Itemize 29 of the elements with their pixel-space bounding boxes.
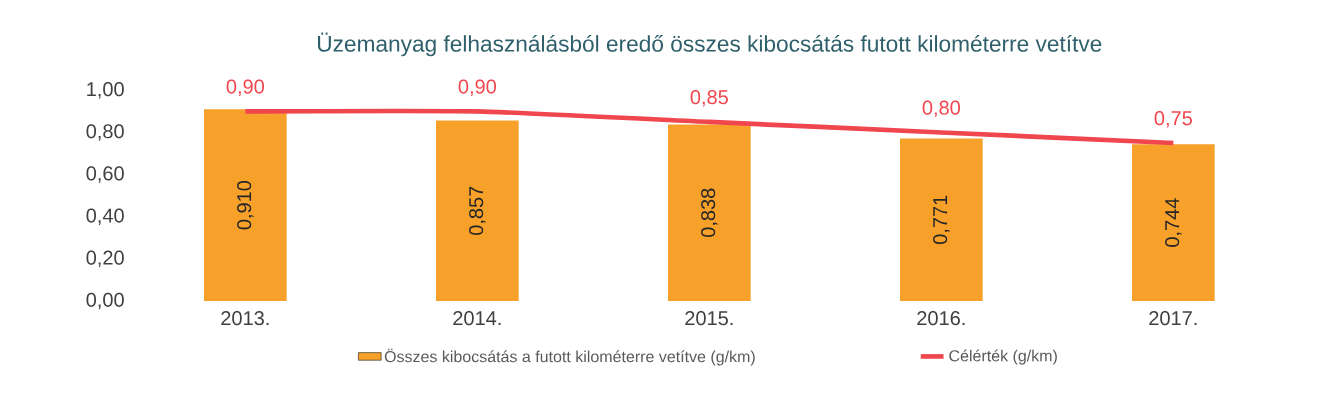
y-tick-label: 0,40 [86,208,124,225]
y-tick-label: 0,20 [86,250,124,268]
x-tick-label: 2017. [1149,311,1197,326]
legend-label: Összes kibocsátás a futott kilométerre vetítve (g/km) [384,348,755,366]
data-label: 0,90 [458,79,497,97]
data-label: 0,80 [922,100,961,118]
data-label: 0,75 [1154,111,1192,128]
bar [1132,144,1215,301]
data-label: 0,771 [933,195,950,245]
data-label: 0,910 [237,180,254,230]
legend-label: Célérték (g/km) [949,349,1057,365]
data-label: 0,744 [1165,198,1182,247]
bar [204,109,287,301]
data-label: 0,85 [690,90,728,107]
bar [900,138,983,301]
y-tick-label: 1,00 [87,82,124,99]
y-tick-label: 0,80 [86,124,124,141]
x-tick-label: 2013. [221,311,269,326]
bar [436,120,519,301]
x-tick-label: 2014. [453,311,501,326]
x-tick-label: 2015. [685,311,733,326]
y-tick-label: 0,60 [86,166,124,183]
x-tick-label: 2016. [917,311,965,326]
chart-title: Üzemanyag felhasználásból eredő összes kibocsátás futott kilométerre vetítve [318,32,1102,57]
y-tick-label: 0,00 [86,292,124,310]
bar [668,124,751,301]
data-label: 0,857 [469,186,486,235]
data-label: 0,90 [226,79,265,97]
data-label: 0,838 [701,188,718,237]
